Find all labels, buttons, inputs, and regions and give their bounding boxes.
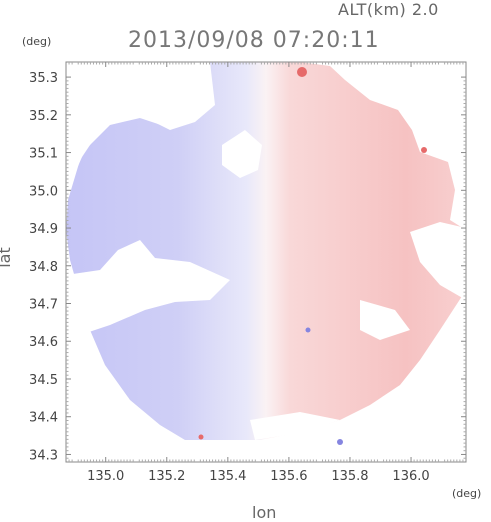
lon-tick-label: 135.2: [148, 469, 185, 484]
lat-tick-label: 34.3: [29, 448, 58, 463]
lat-tick-label: 35.3: [29, 71, 58, 86]
lat-tick-label: 35.2: [29, 109, 58, 124]
radar-echo-region: [66, 62, 466, 440]
echo-spot: [297, 67, 307, 77]
lon-tick-label: 135.0: [87, 469, 124, 484]
lon-tick-label: 136.0: [392, 469, 429, 484]
echo-field: [66, 62, 466, 445]
gap-northwest: [66, 62, 200, 200]
lon-tick-label: 135.4: [209, 469, 246, 484]
lat-tick-label: 34.7: [29, 298, 58, 313]
gap-southeast-cut: [360, 300, 410, 340]
lat-tick-label: 34.9: [29, 222, 58, 237]
echo-spot: [421, 147, 427, 153]
timestamp-title: 2013/09/08 07:20:11: [128, 28, 380, 53]
lat-tick-label: 34.8: [29, 260, 58, 275]
gap-west: [66, 240, 230, 335]
echo-spot: [305, 327, 311, 333]
lat-tick-group: 35.3 35.2 35.1 35.0 34.9 34.8 34.7 34.6 34.5 34.4…: [29, 71, 466, 463]
gap-north-center: [222, 130, 262, 178]
lon-axis-title: lon: [252, 503, 277, 522]
echo-spot: [337, 439, 343, 445]
lat-tick-label: 34.6: [29, 335, 58, 350]
lat-tick-label: 34.5: [29, 373, 58, 388]
lon-tick-label: 135.8: [331, 469, 368, 484]
lat-tick-label: 34.4: [29, 411, 58, 426]
gap-south: [250, 412, 340, 440]
altitude-label: ALT(km) 2.0: [338, 0, 439, 19]
lat-unit-label: (deg): [22, 35, 52, 48]
lon-unit-label: (deg): [452, 487, 482, 500]
echo-spot: [198, 434, 204, 440]
lat-tick-label: 35.0: [29, 184, 58, 199]
lon-tick-group: 135.0 135.2 135.4 135.6 135.8 136.0: [68, 62, 464, 484]
lat-tick-label: 35.1: [29, 147, 58, 162]
lon-tick-label: 135.6: [270, 469, 307, 484]
gap-east: [410, 222, 466, 300]
